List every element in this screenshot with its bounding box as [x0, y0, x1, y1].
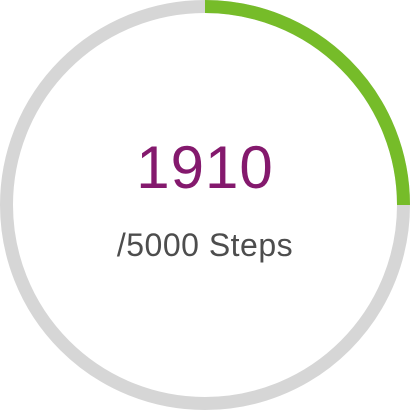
goal-steps-label: /5000 Steps [116, 227, 294, 263]
current-steps-value: 1910 [136, 134, 274, 201]
progress-ring-arc [204, 0, 410, 206]
